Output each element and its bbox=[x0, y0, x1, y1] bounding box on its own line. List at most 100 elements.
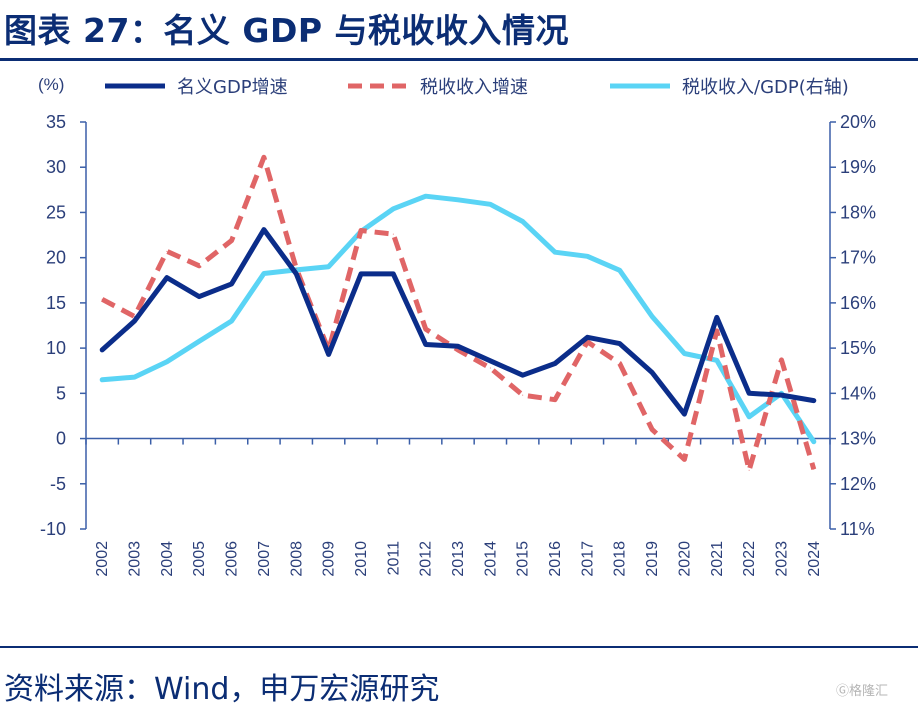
y-right-tick-label: 11% bbox=[840, 519, 875, 539]
data-point-s2 bbox=[683, 353, 685, 355]
y-right-tick-label: 16% bbox=[840, 293, 876, 313]
data-point-s1 bbox=[166, 250, 168, 252]
data-point-s1 bbox=[683, 458, 685, 460]
x-tick-label: 2020 bbox=[676, 541, 693, 577]
x-tick-label: 2019 bbox=[644, 541, 661, 577]
y-left-tick-label: 25 bbox=[46, 202, 66, 222]
data-point-s2 bbox=[134, 376, 136, 378]
x-tick-label: 2003 bbox=[127, 541, 144, 577]
data-point-s1 bbox=[586, 341, 588, 343]
data-point-s1 bbox=[813, 468, 815, 470]
y-left-tick-label: 35 bbox=[46, 112, 66, 132]
data-point-s2 bbox=[748, 416, 750, 418]
x-tick-label: 2012 bbox=[418, 541, 435, 577]
x-tick-label: 2013 bbox=[450, 541, 467, 577]
data-point-s1 bbox=[457, 349, 459, 351]
series-line-1 bbox=[101, 154, 817, 473]
y-axis-unit: (%) bbox=[38, 75, 64, 94]
watermark: Ⓖ格隆汇 bbox=[836, 680, 888, 699]
data-point-s2 bbox=[166, 361, 168, 363]
data-point-s2 bbox=[328, 266, 330, 268]
footer-divider bbox=[0, 646, 918, 648]
x-tick-label: 2022 bbox=[741, 541, 758, 577]
legend-label-1: 税收收入增速 bbox=[420, 77, 528, 98]
data-point-s0 bbox=[586, 336, 588, 338]
x-tick-label: 2005 bbox=[191, 541, 208, 577]
x-tick-label: 2015 bbox=[515, 541, 532, 577]
y-right-tick-label: 13% bbox=[840, 429, 876, 449]
y-left-tick-label: 30 bbox=[46, 157, 66, 177]
x-tick-label: 2017 bbox=[579, 541, 596, 577]
y-left-tick-label: 0 bbox=[56, 429, 66, 449]
source-note: 资料来源：Wind，申万宏源研究 bbox=[4, 672, 440, 707]
series-line-2 bbox=[99, 193, 817, 445]
data-point-s2 bbox=[231, 320, 233, 322]
data-point-s0 bbox=[683, 413, 685, 415]
x-tick-label: 2014 bbox=[482, 541, 499, 577]
data-point-s0 bbox=[619, 343, 621, 345]
data-point-s0 bbox=[651, 372, 653, 374]
data-point-s0 bbox=[166, 277, 168, 279]
x-tick-label: 2008 bbox=[288, 541, 305, 577]
legend: 名义GDP增速 税收收入增速 税收收入/GDP(右轴) bbox=[105, 77, 849, 98]
y-right-tick-label: 17% bbox=[840, 248, 876, 268]
x-tick-label: 2009 bbox=[321, 541, 338, 577]
y-left-tick-label: -10 bbox=[40, 519, 66, 539]
x-tick-label: 2011 bbox=[385, 541, 402, 576]
data-point-s2 bbox=[489, 203, 491, 205]
data-point-s0 bbox=[716, 316, 718, 318]
data-point-s1 bbox=[295, 268, 297, 270]
data-point-s2 bbox=[716, 359, 718, 361]
data-point-s2 bbox=[198, 340, 200, 342]
data-point-s0 bbox=[263, 229, 265, 231]
y-right-tick-label: 20% bbox=[840, 112, 876, 132]
series-group bbox=[99, 154, 817, 473]
x-tick-label: 2016 bbox=[547, 541, 564, 577]
data-point-s2 bbox=[101, 379, 103, 381]
data-point-s1 bbox=[198, 265, 200, 267]
data-point-s0 bbox=[457, 345, 459, 347]
data-point-s0 bbox=[554, 362, 556, 364]
y-left-tick-label: 10 bbox=[46, 338, 66, 358]
data-point-s0 bbox=[198, 296, 200, 298]
y-left-tick-label: 5 bbox=[56, 383, 66, 403]
data-point-s0 bbox=[360, 273, 362, 275]
data-point-s2 bbox=[554, 251, 556, 253]
data-point-s1 bbox=[748, 469, 750, 471]
chart: 名义GDP增速 税收收入增速 税收收入/GDP(右轴) (%) 3530252015… bbox=[38, 75, 876, 577]
data-point-s1 bbox=[101, 298, 103, 300]
y-right-tick-label: 14% bbox=[840, 383, 876, 403]
x-tick-label: 2004 bbox=[159, 541, 176, 577]
data-point-s2 bbox=[425, 195, 427, 197]
y-right-tick-label: 15% bbox=[840, 338, 876, 358]
data-point-s0 bbox=[101, 349, 103, 351]
x-tick-label: 2024 bbox=[806, 541, 823, 577]
legend-label-2: 税收收入/GDP(右轴) bbox=[682, 77, 849, 98]
y-left-tick-label: 15 bbox=[46, 293, 66, 313]
x-tick-label: 2006 bbox=[224, 541, 241, 577]
legend-label-0: 名义GDP增速 bbox=[177, 77, 288, 98]
chart-title: 图表 27：名义 GDP 与税收收入情况 bbox=[4, 11, 570, 50]
data-point-s2 bbox=[457, 199, 459, 201]
y-right-tick-label: 12% bbox=[840, 474, 876, 494]
data-point-s2 bbox=[263, 272, 265, 274]
data-point-s1 bbox=[780, 359, 782, 361]
data-point-s1 bbox=[425, 328, 427, 330]
data-point-s1 bbox=[619, 362, 621, 364]
data-point-s2 bbox=[586, 255, 588, 257]
x-tick-label: 2023 bbox=[773, 541, 790, 577]
data-point-s2 bbox=[651, 315, 653, 317]
data-point-s2 bbox=[392, 208, 394, 210]
y-right-tick-label: 18% bbox=[840, 202, 876, 222]
data-point-s0 bbox=[134, 320, 136, 322]
data-point-s0 bbox=[780, 394, 782, 396]
x-tick-label: 2010 bbox=[353, 541, 370, 577]
data-point-s2 bbox=[522, 220, 524, 222]
x-tick-label: 2021 bbox=[709, 541, 726, 577]
data-point-s0 bbox=[748, 392, 750, 394]
y-left-tick-label: 20 bbox=[46, 248, 66, 268]
data-point-s2 bbox=[619, 269, 621, 271]
data-point-s1 bbox=[360, 230, 362, 232]
x-tick-label: 2007 bbox=[256, 541, 273, 577]
title-divider bbox=[0, 58, 918, 61]
